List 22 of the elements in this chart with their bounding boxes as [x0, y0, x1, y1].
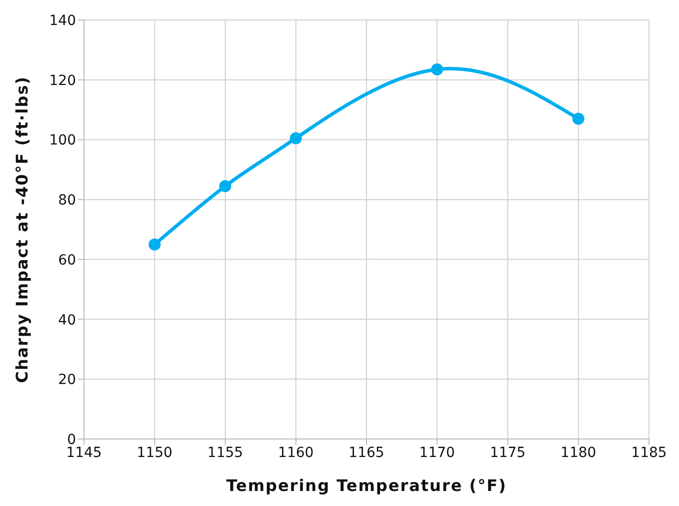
- point: [148, 238, 161, 250]
- y-tick-label: 80: [58, 192, 76, 209]
- y-tick-label: 60: [58, 252, 76, 268]
- x-tick-label: 1160: [278, 444, 314, 461]
- y-tick-label: 20: [58, 372, 76, 388]
- y-tick-label: 140: [49, 12, 76, 29]
- y-tick-label: 120: [49, 72, 76, 89]
- x-tick-label: 1150: [136, 444, 172, 461]
- y-axis-title: Charpy Impact at -40°F (ft·lbs): [12, 76, 32, 384]
- x-axis-title: Tempering Temperature (°F): [226, 476, 507, 495]
- x-tick-label: 1170: [419, 444, 455, 461]
- point: [572, 112, 584, 125]
- x-tick-label: 1175: [490, 444, 526, 461]
- x-tick-label: 1180: [560, 444, 596, 461]
- y-tick-label: 40: [58, 312, 76, 328]
- x-tick-label: 1165: [348, 444, 384, 461]
- y-tick-label: 100: [49, 132, 76, 149]
- x-tick-label: 1155: [207, 444, 244, 461]
- point: [219, 180, 232, 192]
- point: [431, 63, 444, 76]
- point: [290, 132, 302, 144]
- x-tick-label: 1185: [631, 444, 667, 461]
